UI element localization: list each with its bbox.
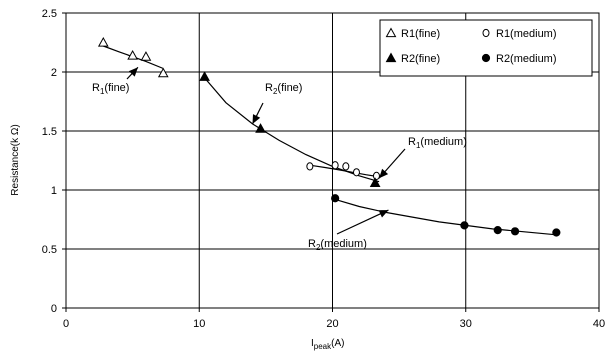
y-tick-label: 0.5 — [42, 244, 57, 256]
data-point-r1-fine — [140, 51, 152, 61]
annotation-label-rest: (fine) — [104, 82, 129, 94]
x-tick-label: 20 — [326, 318, 338, 330]
annotation-arrowhead — [378, 210, 389, 218]
legend-marker — [481, 53, 491, 63]
legend-label: R2(fine) — [401, 53, 440, 65]
legend: R1(fine) R1(medium) R2(fine) R2(medium) — [379, 19, 593, 77]
data-point-r2-medium — [493, 226, 502, 235]
axis-titles: Resistance(k Ω) Ipeak(A) — [10, 124, 344, 351]
x-axis-label-sub: peak — [314, 342, 332, 351]
data-point-r2-fine — [255, 123, 266, 133]
legend-marker — [385, 27, 397, 38]
annotation-label: R2(fine) — [265, 82, 302, 96]
annotation-label-rest: (medium) — [320, 238, 366, 250]
y-tick-label: 0 — [51, 303, 57, 315]
annotation-label-main: R — [265, 82, 273, 94]
annotation-label-rest: (fine) — [277, 82, 302, 94]
legend-marker — [482, 28, 490, 38]
annotation-label: R2(medium) — [308, 238, 367, 252]
y-tick-label: 2.5 — [42, 8, 57, 20]
legend-label: R1(medium) — [496, 28, 557, 40]
x-tick-label: 40 — [593, 318, 605, 330]
y-tick-label: 2 — [51, 67, 57, 79]
annotation-label-main: R — [408, 136, 416, 148]
data-point-r1-fine — [157, 67, 169, 78]
annotation-label: R1(medium) — [408, 136, 467, 150]
data-point-r1-fine — [97, 36, 109, 47]
legend-marker — [385, 52, 397, 63]
tick-labels: 0 0.5 1 1.5 2 2.5 0 10 20 30 40 — [42, 8, 605, 330]
data-point-r1-medium — [306, 162, 314, 171]
y-tick-label: 1.5 — [42, 126, 57, 138]
legend-label: R2(medium) — [496, 53, 557, 65]
trend-line-r2-medium — [335, 198, 557, 236]
y-axis-label: Resistance(k Ω) — [10, 124, 21, 195]
annotation-arrowhead — [252, 114, 261, 124]
annotation-arrowhead — [128, 67, 138, 77]
data-point-r1-medium — [342, 162, 350, 171]
annotation-label-sub: 2 — [316, 243, 321, 252]
data-point-r2-medium — [460, 221, 469, 230]
annotation-arrow — [336, 209, 389, 235]
data-markers — [97, 36, 561, 237]
data-point-r1-medium — [331, 161, 339, 170]
annotation-label-sub: 1 — [416, 141, 421, 150]
data-point-r2-medium — [331, 194, 340, 203]
annotation-label-rest: (medium) — [420, 136, 466, 148]
data-point-r2-fine — [369, 177, 381, 188]
annotation-label-sub: 1 — [100, 87, 105, 96]
x-tick-label: 10 — [193, 318, 205, 330]
y-tick-label: 1 — [51, 185, 57, 197]
data-point-r2-fine — [199, 71, 210, 81]
x-axis-label: Ipeak(A) — [311, 338, 344, 351]
x-axis-label-unit: (A) — [331, 338, 344, 349]
annotation-label-sub: 2 — [273, 87, 278, 96]
annotation-label-main: R — [92, 82, 100, 94]
legend-label: R1(fine) — [401, 28, 440, 40]
annotation-label: R1(fine) — [92, 82, 129, 96]
x-axis-label-main: I — [311, 338, 314, 349]
data-point-r2-medium — [552, 228, 561, 237]
annotation-label-main: R — [308, 238, 316, 250]
annotation-arrowhead — [379, 168, 389, 179]
data-point-r2-medium — [510, 227, 520, 236]
data-point-r1-medium — [352, 168, 360, 177]
data-point-r1-medium — [372, 171, 380, 180]
x-tick-label: 0 — [63, 318, 69, 330]
x-tick-label: 30 — [460, 318, 472, 330]
data-point-r1-fine — [127, 49, 138, 60]
annotations: R1(fine) R2(fine)R1(medium)R2(medium) — [92, 66, 467, 252]
